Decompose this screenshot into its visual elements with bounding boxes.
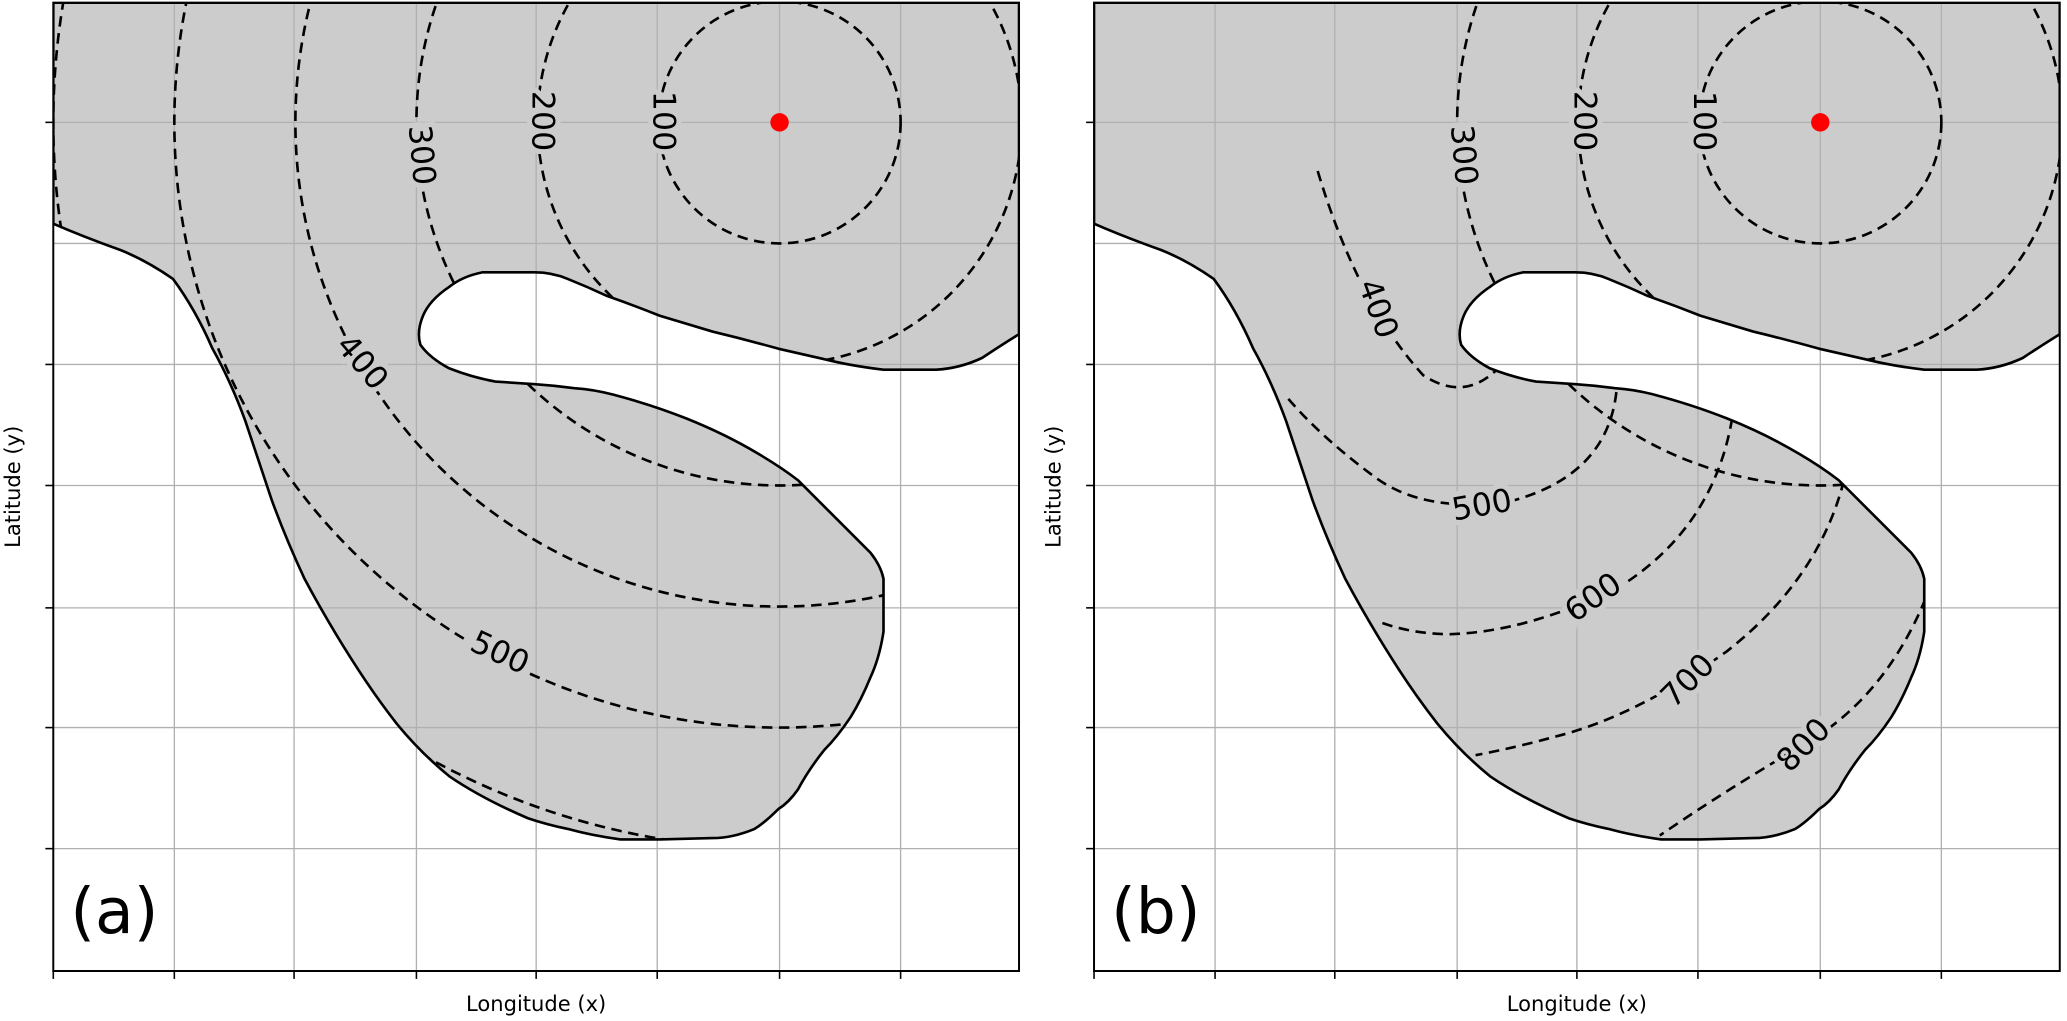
- contour-label: 300: [1443, 124, 1484, 187]
- panel-label: (a): [70, 874, 158, 948]
- source-point: [770, 113, 789, 132]
- contour-label: 300: [401, 124, 442, 187]
- contour-label: 200: [1566, 91, 1602, 151]
- contour-line: [294, 2, 1020, 608]
- source-point: [1811, 113, 1830, 132]
- y-axis-label: Latitude (y): [0, 426, 25, 548]
- contour-line: [1475, 479, 1846, 757]
- contour-line: [1316, 170, 1497, 389]
- panel-label: (b): [1111, 874, 1200, 948]
- contour-label: 100: [645, 91, 681, 151]
- contour-line: [1455, 2, 2060, 487]
- contour-line: [1376, 418, 1734, 636]
- contour-line: [657, 2, 902, 245]
- x-axis-label: Longitude (x): [466, 991, 606, 1016]
- contour-line: [1659, 598, 1927, 837]
- contour-line: [1697, 2, 1943, 245]
- x-axis-label: Longitude (x): [1507, 991, 1647, 1016]
- domain-boundary: [53, 2, 1020, 841]
- contour-line: [1283, 391, 1618, 506]
- contour-line: [415, 2, 1020, 487]
- contour-label: 100: [1686, 91, 1722, 151]
- y-axis-label: Latitude (y): [1041, 426, 1066, 548]
- contour-line: [173, 2, 1020, 729]
- domain-boundary: [1094, 2, 2060, 841]
- contour-label: 200: [524, 91, 560, 151]
